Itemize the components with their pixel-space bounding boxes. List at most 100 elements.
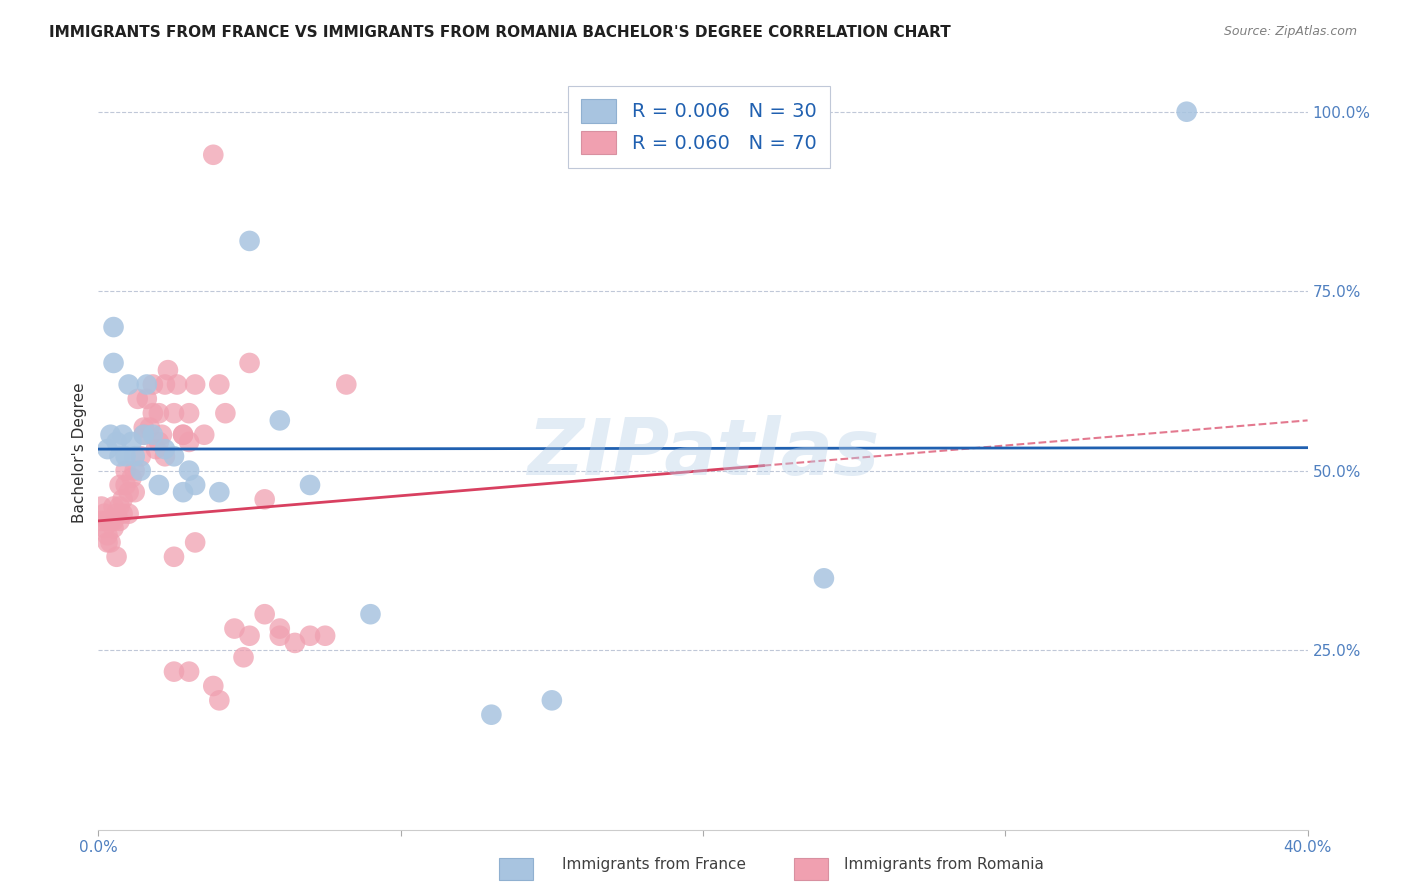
Point: [172, 485, 194, 500]
Point: [93, 507, 115, 521]
Point: [121, 434, 143, 449]
Text: Immigrants from France: Immigrants from France: [562, 857, 747, 871]
Point: [105, 434, 128, 449]
Point: [193, 427, 215, 442]
Point: [163, 406, 186, 420]
Point: [142, 406, 165, 420]
Point: [184, 377, 207, 392]
Point: [100, 514, 122, 528]
Point: [172, 427, 194, 442]
Point: [103, 500, 125, 514]
Point: [96, 528, 118, 542]
Point: [208, 485, 231, 500]
Point: [253, 607, 276, 622]
Point: [114, 464, 136, 478]
Point: [481, 707, 503, 722]
Point: [118, 377, 141, 392]
Point: [108, 478, 131, 492]
Y-axis label: Bachelor's Degree: Bachelor's Degree: [72, 383, 87, 523]
Point: [163, 549, 186, 564]
Point: [314, 629, 336, 643]
Point: [132, 420, 155, 434]
Point: [121, 471, 143, 485]
Point: [184, 478, 207, 492]
Point: [179, 406, 201, 420]
Point: [284, 636, 307, 650]
Point: [103, 521, 125, 535]
Point: [153, 450, 176, 464]
Point: [105, 549, 128, 564]
Point: [540, 693, 562, 707]
Point: [108, 500, 131, 514]
Point: [127, 392, 149, 406]
Text: ZIPatlas: ZIPatlas: [527, 415, 879, 491]
Point: [360, 607, 382, 622]
Point: [96, 514, 118, 528]
Point: [269, 629, 291, 643]
Point: [103, 320, 125, 334]
Point: [93, 521, 115, 535]
Point: [232, 650, 254, 665]
Point: [179, 464, 201, 478]
Point: [108, 514, 131, 528]
Point: [132, 427, 155, 442]
Point: [202, 148, 225, 162]
Point: [163, 665, 186, 679]
Point: [179, 434, 201, 449]
Point: [253, 492, 276, 507]
Point: [239, 629, 262, 643]
Point: [139, 420, 162, 434]
Point: [148, 434, 170, 449]
Point: [148, 406, 170, 420]
Point: [108, 450, 131, 464]
Point: [132, 427, 155, 442]
Point: [111, 507, 134, 521]
Point: [118, 507, 141, 521]
Point: [96, 442, 118, 456]
Point: [114, 478, 136, 492]
Text: Source: ZipAtlas.com: Source: ZipAtlas.com: [1223, 25, 1357, 38]
Point: [150, 427, 173, 442]
Point: [1175, 104, 1198, 119]
Text: Immigrants from Romania: Immigrants from Romania: [844, 857, 1043, 871]
Point: [105, 507, 128, 521]
Legend: R = 0.006   N = 30, R = 0.060   N = 70: R = 0.006 N = 30, R = 0.060 N = 70: [568, 86, 830, 168]
Point: [269, 622, 291, 636]
Point: [124, 485, 146, 500]
Point: [214, 406, 236, 420]
Point: [299, 629, 322, 643]
Point: [813, 571, 835, 585]
Point: [118, 485, 141, 500]
Point: [179, 665, 201, 679]
Point: [208, 377, 231, 392]
Point: [96, 535, 118, 549]
Point: [208, 693, 231, 707]
Point: [172, 427, 194, 442]
Point: [129, 464, 152, 478]
Point: [184, 535, 207, 549]
Point: [114, 450, 136, 464]
Point: [142, 377, 165, 392]
Point: [103, 356, 125, 370]
Point: [142, 427, 165, 442]
Point: [124, 464, 146, 478]
Point: [90, 500, 112, 514]
Point: [145, 442, 167, 456]
Point: [166, 377, 188, 392]
Point: [103, 514, 125, 528]
Point: [100, 427, 122, 442]
Point: [163, 450, 186, 464]
Point: [100, 535, 122, 549]
Point: [135, 392, 157, 406]
Point: [239, 356, 262, 370]
Point: [239, 234, 262, 248]
Point: [124, 450, 146, 464]
Point: [148, 478, 170, 492]
Point: [299, 478, 322, 492]
Point: [111, 427, 134, 442]
Point: [90, 514, 112, 528]
Text: IMMIGRANTS FROM FRANCE VS IMMIGRANTS FROM ROMANIA BACHELOR'S DEGREE CORRELATION : IMMIGRANTS FROM FRANCE VS IMMIGRANTS FRO…: [49, 25, 950, 40]
Point: [335, 377, 357, 392]
Point: [135, 377, 157, 392]
Point: [153, 442, 176, 456]
